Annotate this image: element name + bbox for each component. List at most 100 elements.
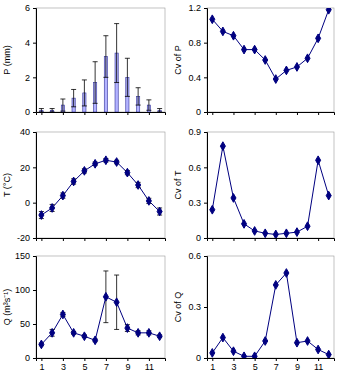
panel: 00.40.81.2Cv of P [173, 3, 335, 117]
marker [252, 227, 257, 236]
x-tick [84, 112, 85, 115]
y-tick-label: 0.6 [188, 163, 201, 173]
marker [125, 168, 130, 177]
plot-frame [36, 256, 165, 358]
error-bar-cap [157, 112, 162, 113]
y-tick-mark [33, 290, 36, 291]
plot-frame [36, 8, 165, 112]
error-bar-cap [60, 99, 65, 100]
plot-frame [207, 8, 334, 112]
x-tick-mark [127, 112, 128, 115]
y-axis-line [33, 133, 37, 239]
x-tick [255, 238, 256, 241]
y-tick-mark [33, 77, 36, 78]
y-tick: 2 [25, 73, 36, 83]
error-bar-stem [116, 24, 117, 83]
marker [294, 63, 299, 72]
error-bar-cap [82, 79, 87, 80]
error-bar-cap [82, 105, 87, 106]
y-tick-label: 150 [15, 251, 30, 261]
error-bar [114, 275, 119, 329]
y-tick-mark [33, 358, 36, 359]
marker [82, 167, 87, 176]
marker [157, 332, 162, 341]
error-bar [103, 271, 108, 323]
marker [114, 298, 119, 307]
x-tick-label: 1 [210, 362, 215, 372]
x-tick-mark [63, 358, 64, 361]
marker [316, 345, 321, 354]
marker [220, 142, 225, 151]
marker [242, 352, 247, 358]
error-bar-cap [136, 105, 141, 106]
x-tick-label: 5 [253, 362, 258, 372]
error-bar [50, 204, 55, 211]
y-tick-mark [33, 324, 36, 325]
x-tick-mark [255, 358, 256, 361]
marker [305, 54, 310, 63]
x-tick-mark [63, 238, 64, 241]
error-bar-cap [71, 106, 76, 107]
y-axis-title: Q (m³s⁻¹) [2, 289, 12, 326]
y-tick-mark [204, 43, 207, 44]
error-bar-stem [41, 109, 42, 112]
y-tick-label: 0.8 [188, 38, 201, 48]
y-axis-line [204, 133, 208, 239]
marker [93, 159, 98, 168]
y-axis-title: Cv of P [173, 45, 183, 75]
marks [39, 24, 162, 112]
y-tick: 0.4 [188, 73, 207, 83]
x-tick [233, 238, 234, 241]
error-bar-cap [146, 110, 151, 111]
y-tick: 40 [20, 127, 36, 137]
error-bar-cap [125, 58, 130, 59]
x-tick-mark [318, 238, 319, 241]
y-tick-label: -20 [17, 233, 30, 243]
marker [103, 292, 108, 301]
marker [50, 204, 55, 213]
marker [50, 328, 55, 337]
x-axis-line [208, 359, 335, 362]
y-tick: 0.3 [188, 198, 207, 208]
y-tick: 0 [25, 107, 36, 117]
marker [231, 31, 236, 40]
y-tick: 50 [20, 319, 36, 329]
x-tick-mark [127, 358, 128, 361]
y-tick-label: 1.2 [188, 3, 201, 13]
y-tick-label: 50 [20, 319, 30, 329]
y-tick: 0 [196, 233, 207, 243]
x-tick-mark [212, 112, 213, 115]
y-tick: 0 [25, 353, 36, 363]
panel: 00.30.60.9Cv of T [173, 127, 335, 243]
marker [210, 205, 215, 214]
error-bar-stem [138, 88, 139, 105]
x-tick-mark [63, 112, 64, 115]
y-tick-label: 6 [25, 3, 30, 13]
x-axis-line [208, 113, 335, 116]
error-bar-cap [114, 329, 119, 330]
error-bar-cap [39, 112, 44, 113]
error-bar [39, 212, 44, 219]
x-tick-mark [106, 112, 107, 115]
marker [82, 332, 87, 341]
marker [210, 349, 215, 358]
marker [125, 324, 130, 333]
marker [326, 8, 331, 14]
marker [231, 194, 236, 203]
x-tick-mark [276, 358, 277, 361]
x-tick [106, 112, 107, 115]
y-tick-label: 0 [25, 198, 30, 208]
y-tick-mark [33, 112, 36, 113]
x-tick: 1 [210, 358, 215, 372]
x-axis: 1357911 [208, 358, 335, 372]
marker [242, 220, 247, 229]
plot-frame [207, 132, 334, 238]
y-axis-line [204, 257, 208, 359]
marker [242, 45, 247, 54]
x-axis-line [37, 359, 166, 362]
x-tick-mark [297, 238, 298, 241]
marker [294, 338, 299, 347]
x-tick: 5 [82, 358, 87, 372]
marker [252, 45, 257, 54]
marker [71, 177, 76, 186]
